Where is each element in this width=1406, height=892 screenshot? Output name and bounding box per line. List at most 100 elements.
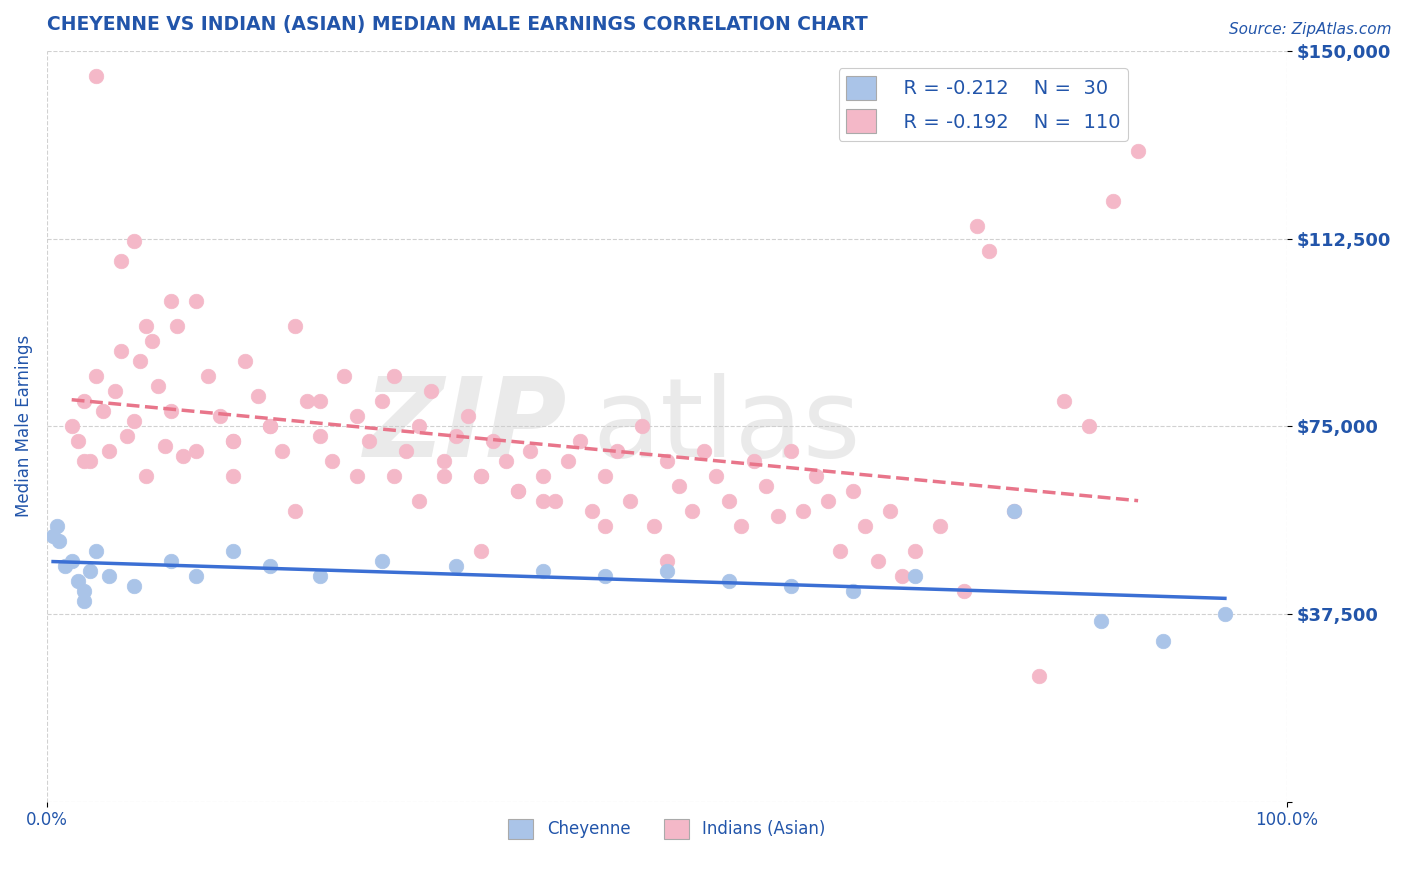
Legend: Cheyenne, Indians (Asian): Cheyenne, Indians (Asian): [502, 812, 832, 846]
Point: [55, 559, 77, 574]
Point: [73, 394, 96, 409]
Point: [184, 444, 207, 458]
Point: [97, 569, 120, 583]
Point: [222, 544, 245, 558]
Point: [655, 554, 678, 568]
Point: [395, 444, 418, 458]
Point: [222, 469, 245, 483]
Point: [593, 519, 616, 533]
Point: [531, 565, 554, 579]
Point: [45, 519, 67, 533]
Point: [66, 434, 89, 449]
Point: [110, 254, 132, 268]
Point: [506, 484, 529, 499]
Point: [66, 574, 89, 589]
Point: [842, 584, 865, 599]
Point: [259, 419, 281, 434]
Point: [557, 454, 579, 468]
Point: [122, 579, 145, 593]
Point: [135, 469, 157, 483]
Point: [1053, 394, 1076, 409]
Point: [706, 469, 728, 483]
Point: [966, 219, 988, 233]
Point: [222, 434, 245, 449]
Point: [495, 454, 517, 468]
Point: [86, 369, 108, 384]
Point: [333, 369, 356, 384]
Point: [928, 519, 950, 533]
Point: [321, 454, 343, 468]
Point: [755, 479, 778, 493]
Point: [86, 544, 108, 558]
Point: [91, 404, 114, 418]
Point: [619, 494, 641, 508]
Point: [122, 414, 145, 428]
Point: [153, 439, 176, 453]
Point: [730, 519, 752, 533]
Point: [246, 389, 269, 403]
Point: [1077, 419, 1099, 434]
Point: [86, 69, 108, 83]
Point: [42, 529, 65, 543]
Point: [519, 444, 541, 458]
Point: [544, 494, 567, 508]
Point: [104, 384, 127, 399]
Point: [297, 394, 319, 409]
Point: [284, 319, 307, 334]
Point: [655, 454, 678, 468]
Point: [1028, 669, 1050, 683]
Point: [1002, 504, 1025, 518]
Point: [128, 354, 150, 368]
Point: [122, 234, 145, 248]
Text: Source: ZipAtlas.com: Source: ZipAtlas.com: [1229, 22, 1392, 37]
Point: [853, 519, 876, 533]
Point: [97, 444, 120, 458]
Point: [346, 469, 368, 483]
Point: [308, 394, 330, 409]
Point: [308, 429, 330, 443]
Point: [433, 469, 456, 483]
Point: [141, 334, 163, 348]
Point: [979, 244, 1001, 258]
Point: [73, 594, 96, 608]
Point: [631, 419, 654, 434]
Point: [73, 454, 96, 468]
Point: [148, 379, 170, 393]
Point: [693, 444, 716, 458]
Point: [346, 409, 368, 424]
Point: [581, 504, 603, 518]
Point: [780, 444, 803, 458]
Point: [209, 409, 232, 424]
Point: [259, 559, 281, 574]
Point: [1090, 615, 1112, 629]
Point: [506, 484, 529, 499]
Point: [160, 554, 183, 568]
Point: [359, 434, 381, 449]
Point: [284, 504, 307, 518]
Point: [953, 584, 976, 599]
Point: [531, 469, 554, 483]
Point: [717, 574, 740, 589]
Text: CHEYENNE VS INDIAN (ASIAN) MEDIAN MALE EARNINGS CORRELATION CHART: CHEYENNE VS INDIAN (ASIAN) MEDIAN MALE E…: [46, 15, 868, 34]
Point: [1002, 504, 1025, 518]
Point: [804, 469, 827, 483]
Point: [904, 544, 927, 558]
Text: ZIP: ZIP: [364, 373, 568, 480]
Point: [444, 429, 467, 443]
Point: [444, 559, 467, 574]
Point: [48, 534, 70, 549]
Point: [60, 554, 83, 568]
Point: [717, 494, 740, 508]
Point: [606, 444, 628, 458]
Point: [470, 469, 492, 483]
Point: [1213, 607, 1236, 621]
Point: [117, 429, 139, 443]
Point: [1126, 144, 1149, 158]
Point: [308, 569, 330, 583]
Point: [593, 569, 616, 583]
Point: [222, 434, 245, 449]
Point: [470, 469, 492, 483]
Point: [817, 494, 839, 508]
Point: [891, 569, 914, 583]
Point: [382, 469, 405, 483]
